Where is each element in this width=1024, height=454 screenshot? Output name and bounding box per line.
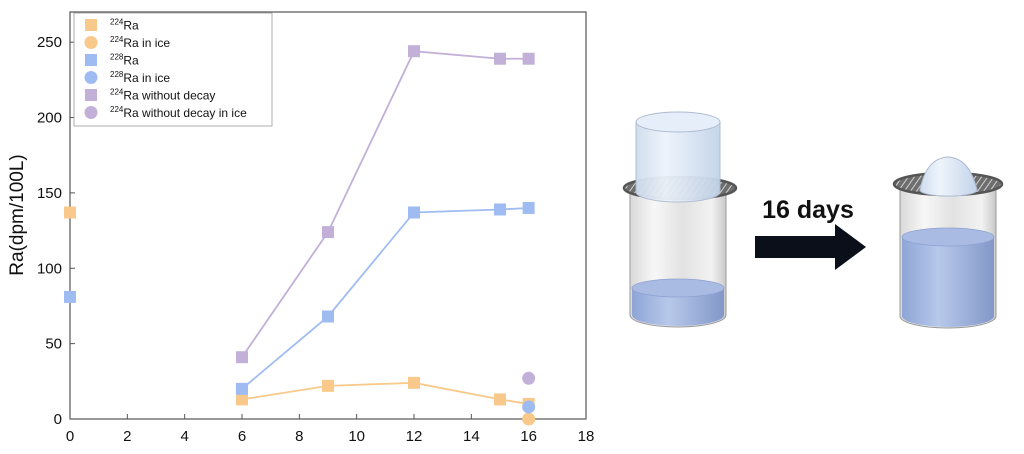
data-point (494, 203, 506, 216)
legend-label: 228Ra (110, 53, 139, 68)
data-point (494, 393, 506, 406)
data-point (494, 52, 506, 65)
data-point (408, 206, 420, 219)
data-point (522, 400, 536, 414)
y-tick-label: 150 (37, 185, 62, 202)
legend-label: 224Ra without decay in ice (110, 105, 247, 120)
ice-remnant (919, 156, 978, 197)
legend-name: Ra without decay in ice (123, 106, 247, 120)
legend-label: 224Ra in ice (110, 35, 170, 50)
beaker-after (892, 156, 1004, 329)
legend-label: 224Ra without decay (110, 88, 215, 103)
data-point (322, 379, 334, 392)
legend-item: 224Ra in ice (84, 35, 170, 50)
x-tick-label: 8 (295, 428, 303, 445)
series-line (241, 50, 529, 358)
x-tick-label: 18 (578, 428, 595, 445)
data-point (522, 412, 536, 426)
legend-item: 224Ra without decay in ice (84, 105, 247, 120)
experiment-illustration (622, 111, 1004, 329)
legend-marker (85, 54, 97, 66)
data-point (64, 290, 76, 303)
y-tick-label: 50 (45, 336, 62, 353)
arrow-label: 16 days (762, 196, 854, 224)
legend-isotope: 224 (110, 88, 124, 97)
x-axis: 0 2 4 6 8 10 12 14 16 18 (66, 414, 595, 445)
x-tick-label: 16 (520, 428, 537, 445)
time-arrow (755, 224, 866, 270)
series-line (241, 207, 529, 390)
legend-name: Ra in ice (123, 71, 170, 85)
data-point (322, 310, 334, 323)
x-tick-label: 10 (348, 428, 365, 445)
y-axis: 0 50 100 150 200 250 (37, 34, 75, 428)
legend-item: 224Ra (85, 18, 139, 33)
y-tick-label: 100 (37, 260, 62, 277)
x-tick-label: 0 (66, 428, 74, 445)
data-point (236, 351, 248, 364)
beaker-start (622, 111, 738, 328)
legend-name: Ra (123, 19, 139, 33)
series-layer (64, 45, 536, 426)
legend-item: 228Ra in ice (84, 70, 170, 85)
series-2 (64, 201, 535, 395)
ice-block-start (635, 111, 721, 203)
data-point (236, 393, 248, 406)
y-tick-label: 0 (54, 411, 62, 428)
data-point (522, 201, 535, 214)
y-tick-label: 250 (37, 34, 62, 51)
legend-isotope: 228 (110, 70, 124, 79)
legend-marker (84, 71, 98, 84)
data-point (236, 382, 248, 395)
legend-label: 228Ra in ice (110, 70, 170, 85)
data-point (408, 45, 420, 58)
y-axis-label: Ra(dpm/100L) (7, 154, 28, 275)
series-1 (522, 412, 536, 426)
data-point (322, 226, 334, 239)
series-line (241, 381, 529, 405)
x-tick-label: 14 (463, 428, 480, 445)
series-4 (236, 45, 535, 364)
data-point (408, 376, 420, 389)
legend-isotope: 224 (110, 18, 124, 27)
water-after (901, 227, 995, 327)
series-0 (64, 206, 535, 410)
legend-marker (85, 19, 97, 31)
legend-marker (84, 36, 98, 49)
legend-name: Ra (123, 54, 139, 68)
x-tick-label: 6 (238, 428, 246, 445)
data-point (522, 52, 535, 65)
legend-label: 224Ra (110, 18, 139, 33)
x-tick-label: 12 (406, 428, 423, 445)
data-point (64, 206, 76, 219)
legend-marker (84, 106, 98, 119)
y-tick-label: 200 (37, 110, 62, 127)
x-tick-label: 4 (180, 428, 188, 445)
x-tick-label: 2 (123, 428, 131, 445)
legend-isotope: 224 (110, 105, 124, 114)
series-3 (522, 400, 536, 414)
legend-name: Ra in ice (123, 36, 170, 50)
water-start (631, 278, 725, 326)
legend-item: 224Ra without decay (85, 88, 215, 103)
legend-isotope: 224 (110, 35, 124, 44)
data-point (522, 371, 536, 385)
legend-isotope: 228 (110, 53, 124, 62)
legend-name: Ra without decay (123, 89, 215, 103)
series-5 (522, 371, 536, 385)
legend-marker (85, 89, 97, 101)
chart: 0 2 4 6 8 10 12 14 16 18 0 50 100 150 200 250 Ra(dpm/1… (7, 11, 595, 445)
legend-item: 228Ra (85, 53, 139, 68)
